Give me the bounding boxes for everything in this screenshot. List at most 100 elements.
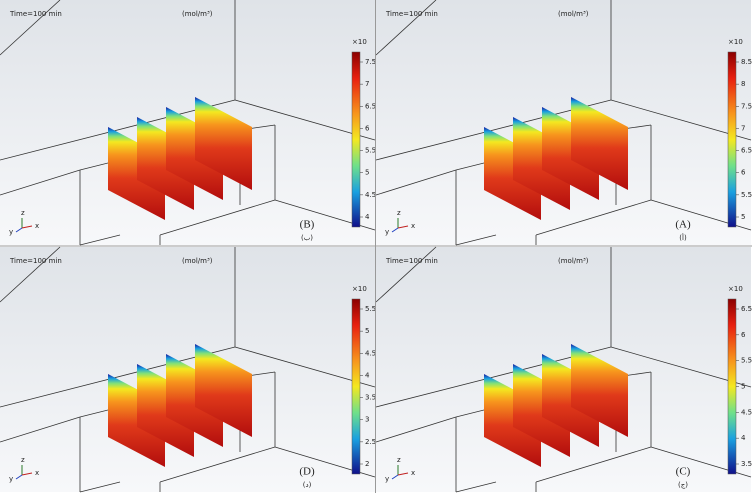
panel-label: (D) (299, 466, 315, 478)
colorbar-tick-label: 5.5 (365, 305, 376, 313)
time-label: Time=100 min (385, 257, 438, 265)
axis-label: x (35, 469, 39, 477)
panel-sublabel: (د) (303, 481, 312, 489)
colorbar-scale: ×10 (728, 38, 743, 46)
unit-label: (mol/m³) (558, 257, 589, 265)
axis-label: x (411, 469, 415, 477)
axis-triad (391, 474, 399, 480)
colorbar-scale: ×10 (352, 38, 367, 46)
panel: ×10 8.5 8 7.5 7 6.5 6 5.5 5 Time=100 min (mol/m³) (… (375, 0, 752, 246)
concentration-plate (195, 344, 252, 437)
geometry-edge (535, 199, 652, 236)
geometry-edge (535, 446, 652, 483)
geometry-edge (610, 346, 752, 388)
panel: ×10 7.5 7 6.5 6 5.5 5 4.5 4 Time=100 min (mol/m³) (… (0, 0, 376, 246)
colorbar-tick-label: 4 (741, 434, 746, 442)
colorbar-tick-label: 3 (365, 416, 369, 424)
colorbar (351, 51, 361, 228)
colorbar-tick-label: 5.5 (741, 357, 752, 365)
colorbar-tick-label: 2 (365, 460, 369, 468)
colorbar-tick-label: 6 (741, 331, 746, 339)
panel-sublabel: (ج) (678, 481, 688, 489)
axis-triad (15, 474, 23, 480)
geometry-edge (455, 234, 497, 246)
axis-triad (391, 227, 399, 233)
colorbar-tick-label: 5 (741, 383, 745, 391)
colorbar-tick-label: 4 (365, 371, 370, 379)
time-label: Time=100 min (9, 10, 62, 18)
colorbar-tick-label: 4.5 (741, 408, 752, 416)
time-label: Time=100 min (385, 10, 438, 18)
colorbar-tick-label: 7.5 (741, 102, 752, 110)
geometry-edge (455, 481, 497, 493)
colorbar-tick-label: 6.5 (365, 102, 376, 110)
geometry-edge (0, 416, 81, 443)
colorbar-tick-label: 5 (365, 169, 369, 177)
geometry-edge (610, 99, 752, 141)
geometry-edge (79, 234, 121, 246)
axis-label: z (21, 456, 25, 464)
axis-triad (397, 472, 409, 476)
panel-label: (B) (300, 219, 315, 231)
geometry-edge (159, 199, 276, 236)
geometry-edge (375, 0, 437, 56)
panel: ×10 5.5 5 4.5 4 3.5 3 2.5 2 Time=100 min (mol/m³) (… (0, 246, 376, 493)
axis-label: z (397, 209, 401, 217)
colorbar-tick-label: 7 (741, 124, 745, 132)
concentration-plate (571, 97, 628, 190)
panel-label: (C) (676, 466, 691, 478)
colorbar-tick-label: 5 (741, 213, 745, 221)
axis-triad (15, 227, 23, 233)
panel-sublabel: (ب) (301, 234, 313, 242)
axis-label: x (411, 222, 415, 230)
axis-triad (397, 225, 409, 229)
axis-label: y (9, 475, 13, 483)
geometry-edge (375, 169, 457, 196)
unit-label: (mol/m³) (182, 10, 213, 18)
colorbar-tick-label: 6.5 (741, 305, 752, 313)
axis-label: y (9, 228, 13, 236)
geometry-edge (375, 416, 457, 443)
axis-label: x (35, 222, 39, 230)
colorbar-scale: ×10 (352, 285, 367, 293)
axis-triad (21, 472, 33, 476)
concentration-plate (195, 97, 252, 190)
geometry-edge (234, 99, 376, 141)
colorbar-scale: ×10 (728, 285, 743, 293)
axis-label: y (385, 475, 389, 483)
axis-triad (21, 225, 33, 229)
colorbar-tick-label: 4 (365, 213, 370, 221)
geometry-edge (375, 246, 437, 303)
colorbar-tick-label: 2.5 (365, 438, 376, 446)
colorbar-tick-label: 3.5 (365, 394, 376, 402)
unit-label: (mol/m³) (182, 257, 213, 265)
axis-label: z (397, 456, 401, 464)
colorbar-tick-label: 8 (741, 80, 745, 88)
geometry-edge (0, 246, 61, 303)
axis-label: z (21, 209, 25, 217)
panel-label: (A) (675, 219, 691, 231)
colorbar-tick-label: 6.5 (741, 147, 752, 155)
colorbar (727, 51, 737, 228)
geometry-edge (79, 481, 121, 493)
geometry-edge (159, 446, 276, 483)
geometry-edge (234, 346, 376, 388)
unit-label: (mol/m³) (558, 10, 589, 18)
colorbar-tick-label: 7 (365, 80, 369, 88)
colorbar (727, 298, 737, 475)
panel: ×10 6.5 6 5.5 5 4.5 4 3.5 Time=100 min (mol/m³) (C… (375, 246, 752, 493)
colorbar-tick-label: 8.5 (741, 58, 752, 66)
geometry-edge (0, 169, 81, 196)
colorbar-tick-label: 3.5 (741, 460, 752, 468)
colorbar-tick-label: 5 (365, 327, 369, 335)
axis-label: y (385, 228, 389, 236)
colorbar-tick-label: 5.5 (365, 147, 376, 155)
colorbar-tick-label: 6 (741, 169, 746, 177)
concentration-plate (571, 344, 628, 437)
colorbar-tick-label: 6 (365, 124, 370, 132)
geometry-edge (0, 0, 61, 56)
colorbar-tick-label: 4.5 (365, 191, 376, 199)
panel-sublabel: (أ) (679, 233, 687, 242)
colorbar-tick-label: 4.5 (365, 349, 376, 357)
